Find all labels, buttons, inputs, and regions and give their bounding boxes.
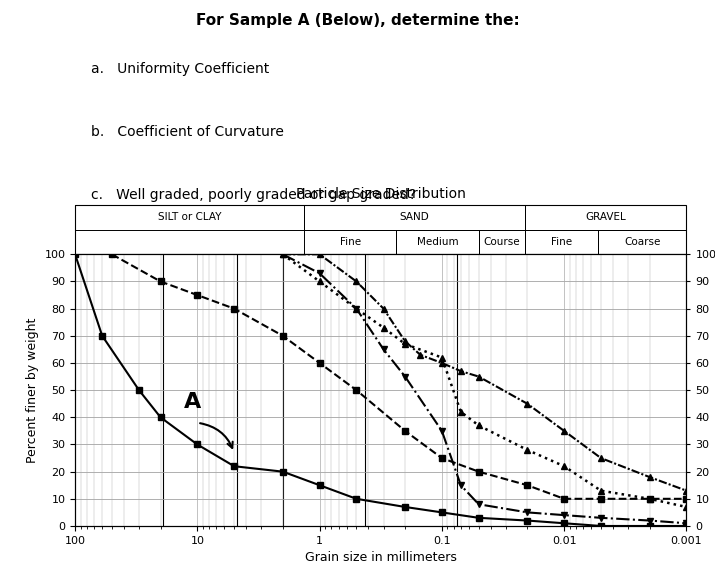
Bar	[525, 205, 686, 230]
Text: Fine: Fine	[340, 237, 361, 247]
Text: Course: Course	[483, 237, 520, 247]
Bar	[305, 205, 525, 230]
Text: For Sample A (Below), determine the:: For Sample A (Below), determine the:	[196, 13, 519, 28]
Text: c.   Well graded, poorly graded or gap graded?: c. Well graded, poorly graded or gap gra…	[92, 188, 416, 202]
Text: GRAVEL: GRAVEL	[585, 213, 626, 223]
Text: SAND: SAND	[400, 213, 429, 223]
Bar	[75, 205, 305, 230]
Bar	[478, 230, 525, 254]
Y-axis label: Percent finer by weight: Percent finer by weight	[26, 317, 39, 463]
Bar	[305, 230, 396, 254]
Bar	[396, 230, 478, 254]
Text: Fine: Fine	[551, 237, 572, 247]
Bar	[525, 230, 598, 254]
Bar	[598, 230, 686, 254]
X-axis label: Grain size in millimeters: Grain size in millimeters	[305, 551, 457, 564]
Text: Medium: Medium	[417, 237, 458, 247]
Text: b.   Coefficient of Curvature: b. Coefficient of Curvature	[92, 125, 284, 139]
Text: A: A	[184, 392, 201, 412]
Text: Particle Size Distribution: Particle Size Distribution	[296, 187, 465, 201]
Text: a.   Uniformity Coefficient: a. Uniformity Coefficient	[92, 62, 270, 76]
Text: Coarse: Coarse	[624, 237, 661, 247]
Text: SILT or CLAY: SILT or CLAY	[158, 213, 222, 223]
